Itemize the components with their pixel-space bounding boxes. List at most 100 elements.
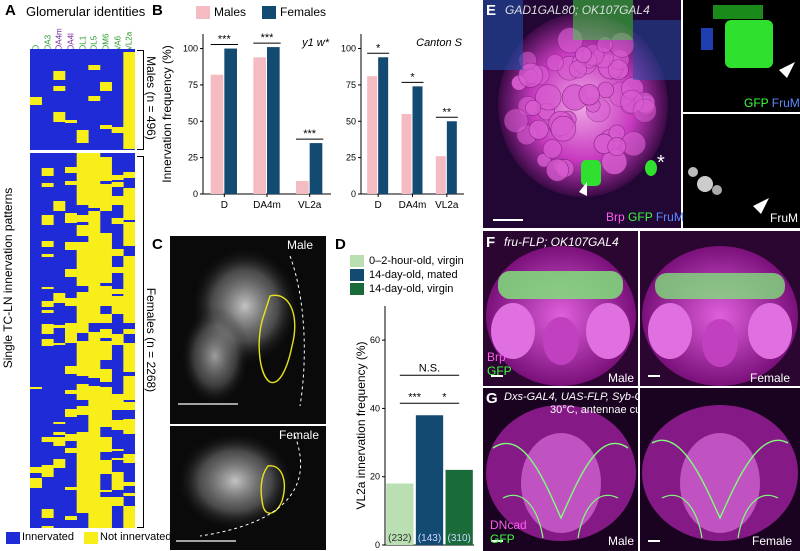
heatmap-cell (53, 422, 66, 424)
heatmap-cell (100, 464, 112, 474)
glomerulus-label: VA6 (113, 35, 122, 51)
heatmap-cell (76, 228, 89, 236)
y-tick-label: 0 (193, 189, 198, 199)
panel-f-stain-gfp: GFP (487, 364, 512, 378)
glomerulus-blob (503, 108, 529, 133)
heatmap-cell (76, 175, 89, 178)
heatmap-cell (100, 460, 112, 464)
heatmap-cell (123, 402, 135, 410)
heatmap-cell (88, 292, 101, 297)
heatmap-cell (88, 480, 101, 489)
heatmap-cell (76, 483, 89, 491)
significance-label: *** (303, 128, 317, 140)
heatmap-cell (88, 489, 101, 494)
image-f-female (640, 231, 800, 386)
panel-f-female-label: Female (750, 371, 791, 385)
heatmap-cell (41, 310, 54, 313)
image-g-female (640, 388, 800, 551)
image-female-lobe (170, 426, 326, 550)
heatmap-cell (88, 219, 101, 229)
heatmap-cell (100, 497, 112, 500)
heatmap-cell (100, 286, 112, 289)
heatmap-cell (88, 151, 101, 159)
heatmap-cell (76, 166, 89, 175)
glomerulus-blob (578, 84, 600, 106)
heatmap-cell (88, 376, 101, 378)
heatmap-cell (88, 449, 101, 451)
heatmap-cell (41, 287, 54, 289)
y-tick-label: 0 (375, 540, 380, 549)
heatmap-cell (123, 461, 135, 463)
heatmap-cell (88, 419, 101, 425)
heatmap-cell (123, 66, 135, 74)
panel-e-inset-frum-label: FruM (770, 211, 798, 225)
heatmap-cell (76, 406, 89, 415)
heatmap-cell (53, 71, 66, 80)
heatmap-cell (123, 458, 135, 461)
glomerulus-blob (607, 59, 629, 81)
panel-e-asterisk: * (657, 152, 665, 174)
glomerulus-label: DL5 (89, 35, 99, 51)
bar-females (378, 57, 389, 194)
heatmap-cell (123, 244, 135, 246)
panel-c-label: C (152, 236, 163, 253)
heatmap-cell (88, 202, 101, 208)
heatmap-cell (41, 215, 54, 225)
innervation-heatmap (30, 49, 135, 528)
heatmap-cell (76, 292, 89, 297)
legend-d-swatch (350, 255, 364, 267)
heatmap-cell (65, 298, 77, 306)
panel-c-female-label: Female (279, 428, 320, 442)
heatmap-cell (65, 213, 77, 220)
panel-f-male-label: Male (608, 371, 635, 385)
heatmap-cell (76, 277, 89, 280)
chart-y1w: 0 25 50 75 100 Innervation frequency (%) y1 w*… (160, 32, 331, 211)
heatmap-cell (65, 333, 77, 343)
bar-females (309, 143, 323, 194)
significance-label: ** (443, 106, 452, 118)
legend-not-innervated-label: Not innervated (100, 531, 172, 543)
y-tick-label: 60 (370, 335, 380, 345)
heatmap-cell (123, 421, 135, 430)
heatmap-cell (123, 52, 135, 54)
heatmap-cell (41, 168, 54, 176)
heatmap-cell (30, 97, 42, 105)
heatmap-cell (123, 84, 135, 93)
heatmap-cell (88, 340, 101, 349)
y-tick-label: 75 (188, 80, 198, 90)
glomerulus-label: DM6 (101, 33, 111, 51)
heatmap-cell (65, 516, 77, 520)
glomerulus-blob (575, 46, 592, 64)
heatmap-cell (100, 490, 112, 492)
bar-males (253, 57, 266, 194)
heatmap-cell (41, 301, 54, 307)
heatmap-cell (88, 451, 101, 461)
legend-innervated-label: Innervated (22, 531, 74, 543)
heatmap-cell (88, 258, 101, 267)
heatmap-cell (76, 297, 89, 299)
heatmap-cell (76, 157, 89, 166)
bar-males (210, 74, 224, 194)
heatmap-cell (123, 369, 135, 372)
heatmap-cell (65, 448, 77, 453)
heatmap-cell (88, 313, 101, 315)
heatmap-cell (123, 175, 135, 178)
heatmap-cell (30, 478, 42, 488)
bar-vl2a (386, 483, 414, 545)
image-e-lobe (483, 0, 681, 228)
heatmap-cell (88, 229, 101, 232)
heatmap-cell (100, 523, 112, 525)
heatmap-cell (123, 142, 135, 149)
heatmap-cell (88, 332, 101, 340)
bar-females (412, 86, 423, 194)
heatmap-cell (76, 140, 89, 143)
heatmap-cell (88, 432, 101, 440)
y-tick-label: 50 (188, 116, 198, 126)
heatmap-cell (88, 287, 101, 292)
heatmap-cell (65, 247, 77, 250)
bar-count-label: (232) (388, 533, 411, 544)
heatmap-cell (76, 442, 89, 449)
heatmap-cell (65, 487, 77, 490)
panel-e-inset-stains: GFP FruM (744, 96, 800, 110)
heatmap-cell (111, 449, 124, 451)
